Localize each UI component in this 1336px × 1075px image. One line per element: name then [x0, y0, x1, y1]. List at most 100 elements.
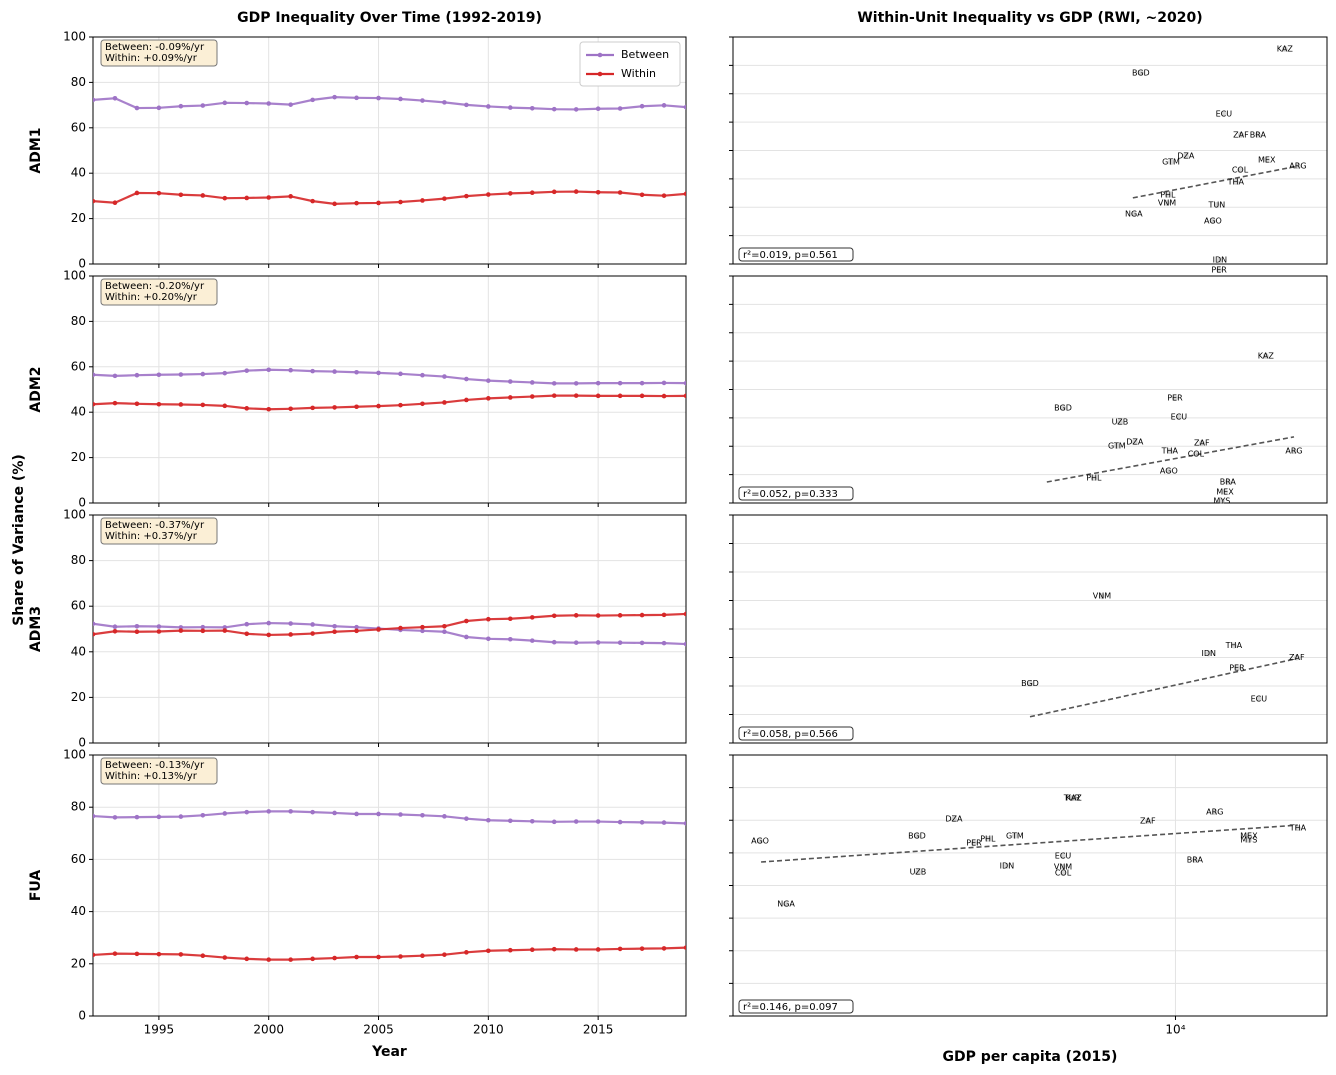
y-tick-label: 20 [71, 450, 86, 464]
y-tick-label: 80 [71, 800, 86, 814]
point [222, 370, 228, 376]
point [1165, 467, 1172, 474]
point [639, 380, 645, 386]
point [112, 200, 118, 206]
point [551, 613, 557, 619]
annotation-box [100, 278, 218, 306]
y-tick-label: 0 [78, 257, 86, 271]
point [134, 105, 140, 111]
point [1224, 479, 1231, 486]
trend-line [760, 824, 1298, 863]
point-label: PHL [1160, 191, 1176, 200]
point [244, 406, 250, 411]
y-tick-label: 40 [71, 166, 86, 180]
point [332, 369, 337, 374]
point-label: DZA [945, 814, 963, 823]
point [1116, 419, 1123, 426]
point [639, 946, 645, 951]
point-label: BRA [1250, 130, 1267, 139]
point [332, 94, 337, 100]
point [200, 193, 206, 198]
plot-area [1132, 165, 1299, 199]
point-label: MEX [1258, 155, 1276, 164]
point [661, 820, 667, 825]
point [376, 954, 381, 960]
point [1090, 475, 1097, 482]
point [93, 198, 96, 204]
point [420, 812, 425, 818]
point [442, 629, 447, 635]
y-tick-label: 40 [71, 405, 86, 419]
subplot-title: GDP Inequality Over Time (1992-2019) [237, 10, 542, 26]
point [1003, 862, 1010, 869]
x-tick-label: 2000 [253, 1023, 284, 1037]
point [1254, 131, 1261, 138]
point [551, 819, 557, 825]
point [1237, 167, 1244, 174]
point [244, 956, 250, 962]
y-tick-label: 0 [78, 1009, 86, 1023]
point [573, 381, 579, 386]
legend-marker [597, 52, 603, 58]
annotation-box [100, 517, 218, 545]
plot-area [760, 824, 1298, 863]
point [913, 832, 920, 839]
point-label: BRA [1220, 478, 1237, 487]
point [376, 370, 381, 376]
point-label: PHL [1086, 474, 1102, 483]
point [1164, 199, 1171, 206]
y-tick-label: 100 [63, 748, 86, 762]
axes-frame [732, 754, 1328, 1017]
point [661, 103, 667, 108]
point [1060, 404, 1067, 411]
point [639, 103, 645, 109]
point [112, 624, 118, 630]
point [376, 200, 381, 206]
point [200, 953, 206, 959]
point [617, 393, 623, 399]
point [617, 613, 623, 618]
point [442, 100, 447, 105]
point [178, 192, 184, 198]
point [950, 815, 957, 822]
point [1218, 498, 1225, 505]
point [310, 97, 315, 103]
point [529, 394, 535, 399]
point [573, 189, 579, 194]
point-label: AGO [751, 837, 769, 846]
legend-marker [597, 71, 603, 77]
point [222, 403, 228, 409]
y-tick-label: 60 [71, 599, 86, 613]
annotation-box [100, 757, 218, 785]
point [156, 624, 162, 629]
point-label: ZAF [1194, 439, 1210, 448]
point [1245, 837, 1252, 844]
point [464, 634, 469, 640]
point-label: BRA [1187, 856, 1204, 865]
legend-label: Between [621, 48, 669, 61]
point-label: ARG [1206, 808, 1223, 817]
x-tick-label: 10⁴ [1165, 1023, 1185, 1037]
point [200, 371, 206, 377]
y-tick-label: 80 [71, 75, 86, 89]
annotation-box [738, 247, 854, 262]
annotation: Between: -0.20%/yr [105, 281, 205, 292]
point [1113, 442, 1120, 449]
point [639, 393, 645, 399]
point [683, 611, 686, 617]
y-tick-label: 20 [71, 690, 86, 704]
point-label: AGO [1160, 466, 1178, 475]
point [332, 629, 337, 635]
plot-area [93, 94, 686, 207]
y-tick-label: 100 [63, 269, 86, 283]
point [595, 947, 601, 952]
annotation: Between: -0.13%/yr [105, 760, 205, 771]
point [486, 636, 491, 642]
point [420, 953, 425, 959]
point [376, 95, 381, 101]
point [332, 405, 337, 410]
point [266, 101, 272, 106]
point [1182, 152, 1189, 159]
point [134, 951, 140, 957]
